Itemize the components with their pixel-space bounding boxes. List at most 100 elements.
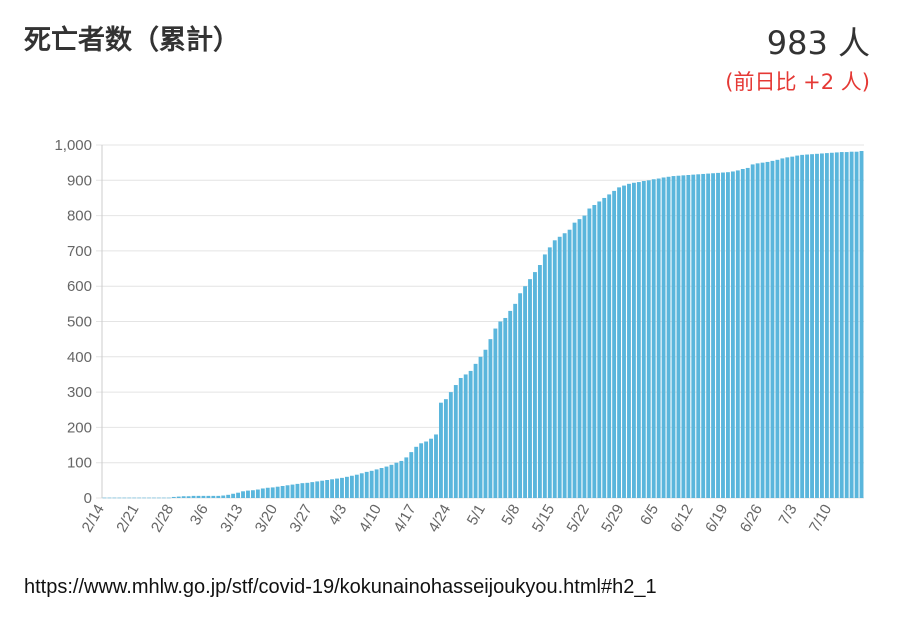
bar — [597, 201, 602, 499]
bar — [280, 486, 285, 498]
x-tick-label: 2/21 — [113, 502, 142, 536]
bar — [117, 497, 122, 499]
bar — [399, 460, 404, 498]
bar — [468, 370, 473, 498]
bar — [285, 485, 290, 498]
x-tick-label: 6/12 — [667, 502, 696, 536]
bar — [152, 497, 156, 499]
bar — [142, 497, 146, 499]
bar — [434, 434, 438, 498]
bar — [458, 377, 463, 498]
bar — [364, 471, 369, 498]
bar — [443, 399, 448, 498]
bar — [547, 247, 552, 498]
bar — [250, 490, 255, 498]
x-tick-label: 7/3 — [776, 502, 801, 529]
bar — [528, 279, 532, 498]
total-count: 983 人 — [766, 24, 870, 62]
bar — [300, 483, 305, 498]
bar — [602, 197, 607, 498]
bar-series — [102, 151, 864, 499]
x-tick-label: 5/15 — [529, 502, 558, 536]
x-axis-ticks: 2/14 2/21 2/28 3/6 3/13 3/20 3/27 4/3 4/10 4/17 4/… — [79, 502, 836, 536]
bar — [537, 265, 542, 498]
bar — [701, 173, 706, 498]
bar — [191, 495, 196, 498]
bar — [780, 158, 785, 498]
bar — [325, 480, 330, 498]
y-tick-label: 900 — [67, 172, 92, 189]
bar — [513, 303, 518, 498]
bar — [592, 205, 597, 498]
bar — [607, 194, 612, 499]
bar — [439, 402, 443, 498]
bar — [656, 178, 661, 498]
bar — [557, 236, 562, 498]
x-tick-label: 6/19 — [702, 502, 731, 536]
x-tick-label: 4/10 — [356, 502, 385, 536]
bar — [562, 233, 567, 498]
bar — [617, 187, 621, 499]
bar — [859, 151, 864, 498]
bar — [854, 151, 859, 498]
y-tick-label: 700 — [67, 243, 92, 260]
bar — [716, 172, 720, 498]
bar — [478, 356, 483, 498]
bar — [122, 497, 127, 499]
bar — [389, 464, 394, 498]
bar — [849, 151, 854, 498]
bar — [290, 484, 295, 498]
bar — [354, 474, 359, 498]
x-tick-label: 6/5 — [637, 502, 662, 529]
bar — [359, 473, 364, 498]
x-tick-label: 4/17 — [390, 502, 419, 536]
x-tick-label: 3/6 — [187, 502, 212, 529]
bar — [369, 470, 374, 498]
bar — [241, 491, 245, 498]
y-tick-label: 800 — [67, 208, 92, 225]
bar — [409, 452, 414, 498]
bar — [622, 185, 626, 498]
bar — [691, 174, 696, 498]
bar — [631, 182, 636, 498]
bar — [181, 496, 186, 498]
bar — [750, 164, 755, 499]
bar — [696, 174, 701, 499]
bar — [493, 328, 498, 498]
bar — [755, 163, 760, 499]
bar — [231, 493, 236, 498]
y-axis-ticks: 0 100 200 300 400 500 600 700 800 900 1,000 — [54, 137, 92, 507]
bar — [775, 159, 780, 498]
bar — [671, 176, 676, 498]
daily-change: (前日比 +2 人) — [725, 70, 870, 94]
bar — [612, 190, 617, 498]
bar — [419, 443, 424, 498]
bar — [834, 152, 839, 498]
bar — [726, 172, 730, 498]
bar — [345, 476, 349, 498]
bar — [829, 152, 834, 498]
bar — [542, 254, 547, 498]
y-tick-label: 300 — [67, 384, 92, 401]
source-url: https://www.mhlw.go.jp/stf/covid-19/koku… — [24, 576, 657, 598]
bar — [508, 310, 513, 498]
bar — [102, 497, 107, 499]
bar — [196, 495, 201, 498]
bar — [533, 272, 537, 498]
bar — [216, 495, 221, 498]
y-tick-label: 200 — [67, 419, 92, 436]
bar — [275, 486, 280, 498]
bar — [429, 438, 433, 498]
bar — [503, 317, 508, 498]
bar — [740, 169, 745, 498]
y-tick-label: 100 — [67, 455, 92, 472]
bar — [404, 457, 409, 498]
bar — [666, 176, 671, 498]
x-tick-label: 5/1 — [464, 502, 489, 529]
bar — [646, 180, 651, 499]
bar — [810, 154, 814, 498]
x-tick-label: 3/20 — [252, 502, 281, 536]
bar — [186, 496, 191, 498]
bar — [176, 496, 181, 498]
